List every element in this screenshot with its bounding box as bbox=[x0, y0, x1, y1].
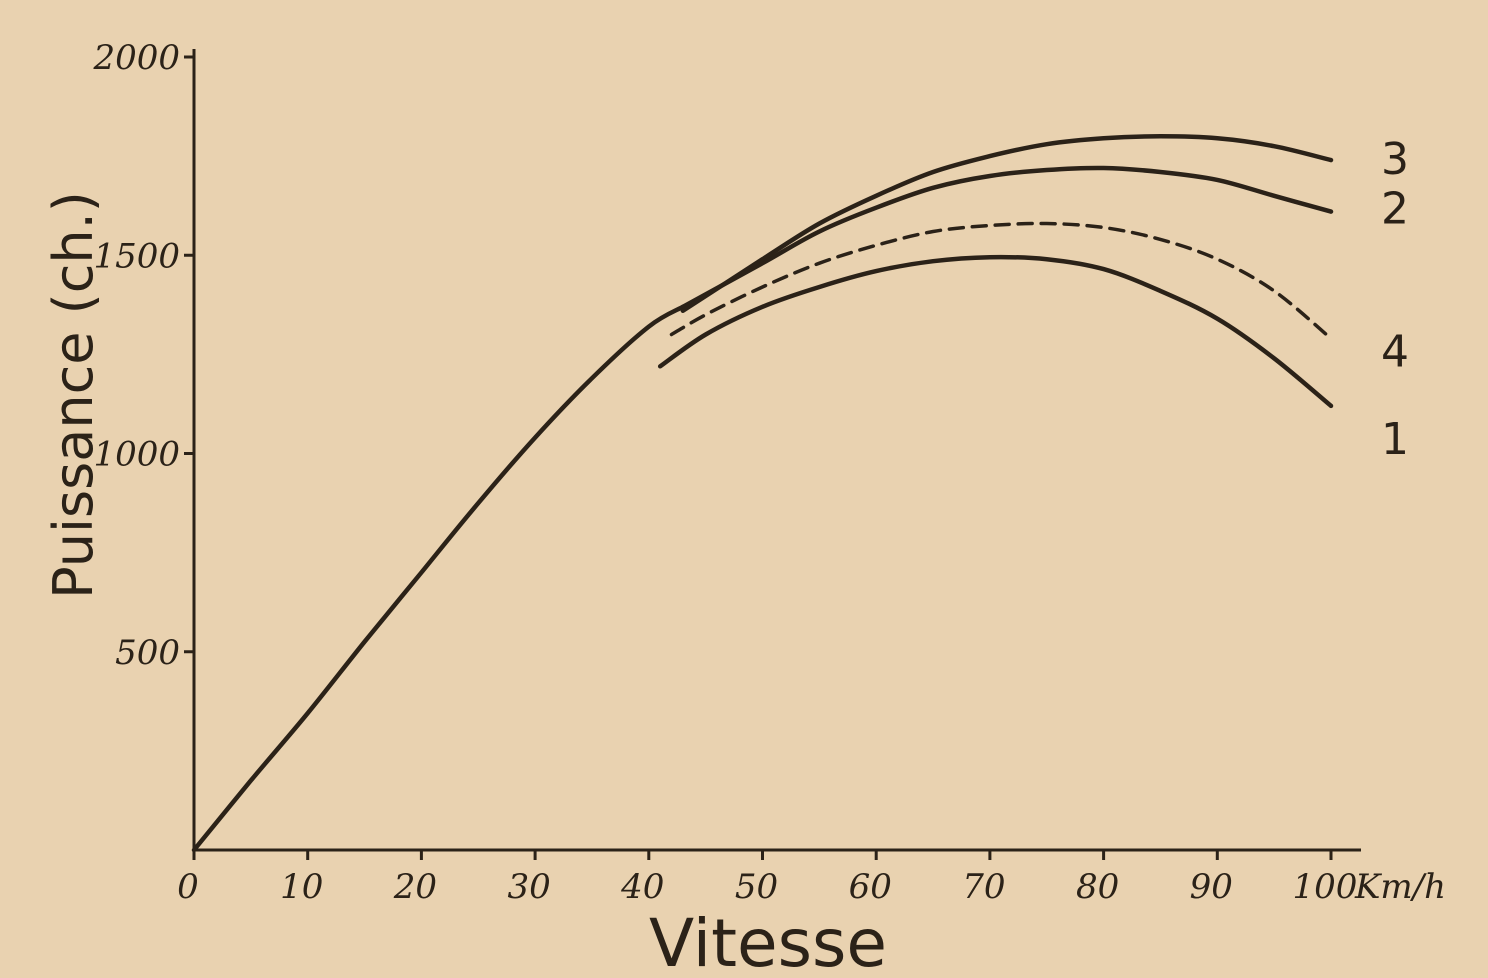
x-axis-unit: Km/h bbox=[1354, 867, 1446, 907]
x-tick-label: 60 bbox=[849, 867, 892, 907]
series-4-line bbox=[669, 221, 1333, 341]
series-3-line bbox=[680, 134, 1334, 314]
x-tick-label: 40 bbox=[620, 867, 664, 907]
labels: Puissance (ch.) Vitesse Km/h 0 10 20 30 40 50… bbox=[42, 38, 1446, 978]
x-tick-label: 20 bbox=[393, 867, 437, 907]
y-tick-label: 2000 bbox=[92, 38, 180, 78]
y-tick-label: 1000 bbox=[93, 435, 180, 475]
series-2-line bbox=[680, 165, 1334, 310]
series-3-label: 3 bbox=[1381, 134, 1409, 185]
common-rising-curve bbox=[191, 304, 686, 853]
x-tick-label: 10 bbox=[280, 867, 323, 907]
y-tick-label: 500 bbox=[115, 633, 180, 673]
series-4-label: 4 bbox=[1381, 327, 1409, 378]
x-tick-label: 90 bbox=[1190, 867, 1233, 907]
x-tick-label: 70 bbox=[962, 867, 1005, 907]
y-axis-title: Puissance (ch.) bbox=[42, 191, 105, 599]
x-tick-label: 50 bbox=[735, 867, 778, 907]
curves bbox=[191, 134, 1334, 853]
x-tick-label: 80 bbox=[1076, 867, 1119, 907]
x-tick-label: 100 bbox=[1293, 867, 1358, 907]
axes bbox=[184, 49, 1361, 860]
series-2-label: 2 bbox=[1381, 184, 1409, 235]
x-axis-title: Vitesse bbox=[649, 905, 887, 978]
series-1-line bbox=[657, 254, 1334, 409]
y-tick-label: 1500 bbox=[93, 236, 180, 276]
series-1-label: 1 bbox=[1381, 414, 1409, 465]
x-tick-label: 30 bbox=[507, 867, 550, 907]
x-tick-label: 0 bbox=[177, 867, 199, 907]
